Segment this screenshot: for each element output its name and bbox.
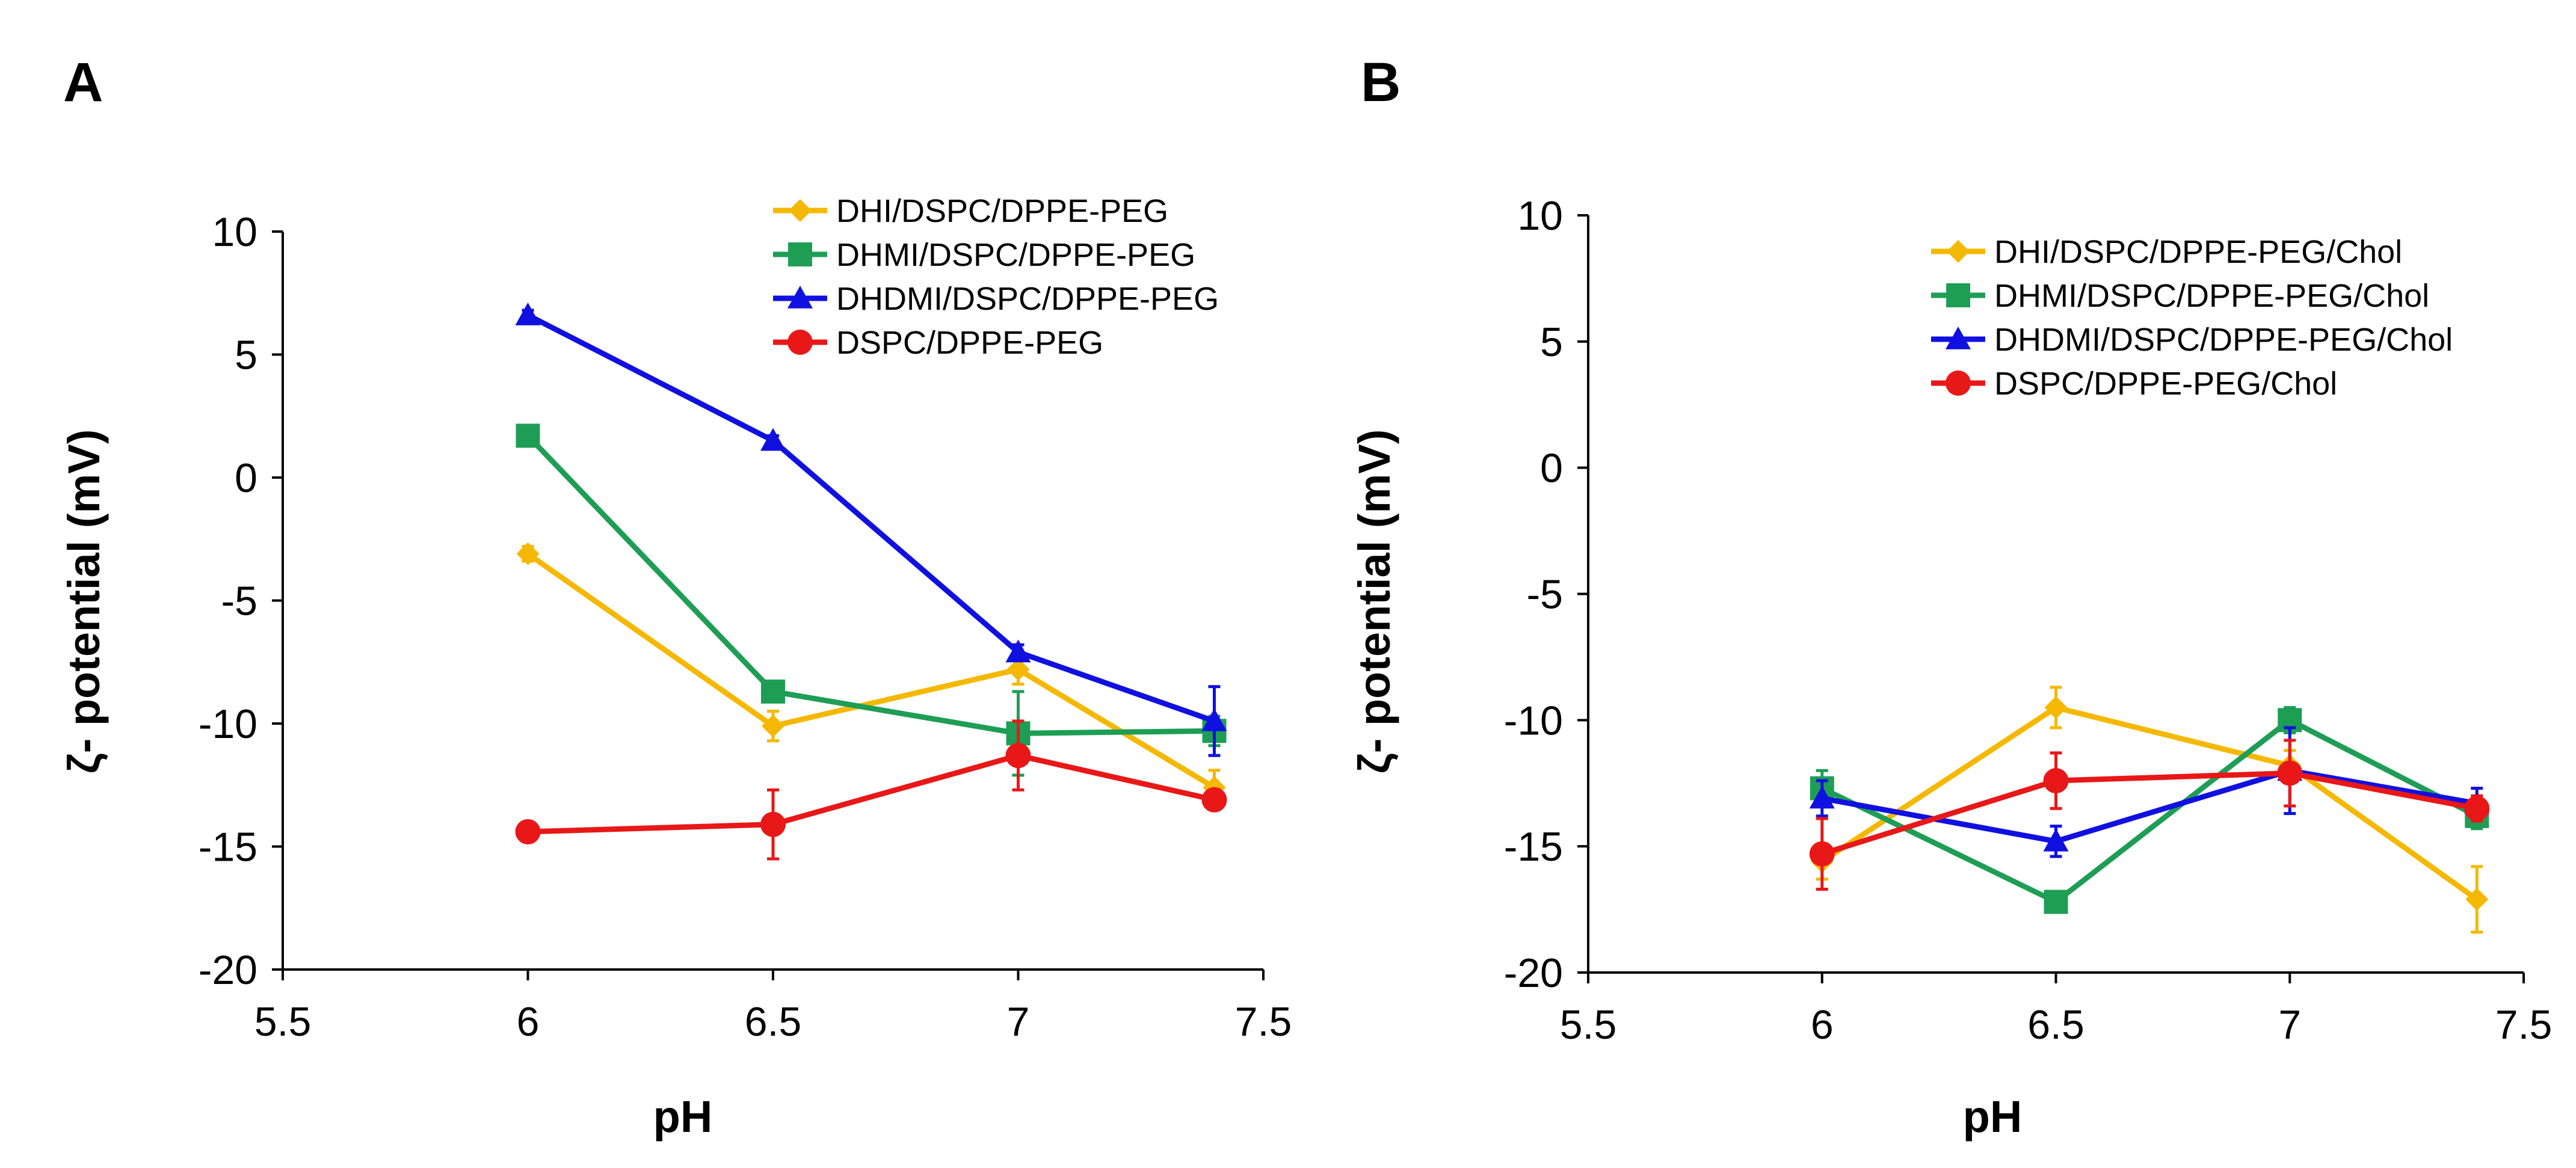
panel-a-legend-label: DHI/DSPC/DPPE-PEG bbox=[836, 193, 1168, 229]
panel-b-legend-entry: DSPC/DPPE-PEG/Chol bbox=[1931, 366, 2337, 402]
panel-a-series-dspc-dppe-peg bbox=[515, 719, 1227, 861]
panel-a-x-tick-label: 7.5 bbox=[1235, 999, 1292, 1045]
panel-b-legend: DHI/DSPC/DPPE-PEG/Chol DHMI/DSPC/DPPE-PEG… bbox=[1931, 234, 2453, 402]
panel-a-y-tick-label: -10 bbox=[199, 701, 257, 747]
panel-a-label: A bbox=[63, 52, 103, 113]
panel-b-plot-area bbox=[1809, 686, 2490, 934]
panel-b-legend-marker bbox=[1947, 240, 1970, 263]
panel-a-data-point bbox=[1005, 639, 1031, 663]
panel-b-data-point bbox=[2465, 888, 2489, 911]
panel-b-y-tick-label: -5 bbox=[1527, 572, 1563, 618]
panel-a-y-tick-label: 10 bbox=[212, 209, 257, 255]
panel-a-data-point bbox=[515, 303, 541, 325]
panel-b-y-tick-label: -15 bbox=[1504, 824, 1563, 870]
panel-a-x-axis-title: pH bbox=[653, 1092, 713, 1142]
panel-b-data-point bbox=[2043, 828, 2069, 852]
panel-a-legend-marker bbox=[789, 199, 812, 222]
panel-a-legend-entry: DHI/DSPC/DPPE-PEG bbox=[773, 193, 1168, 229]
panel-a-series-line bbox=[526, 552, 1216, 790]
panel-b-x-tick-label: 5.5 bbox=[1560, 1002, 1617, 1048]
panel-b-legend-label: DHMI/DSPC/DPPE-PEG/Chol bbox=[1994, 278, 2429, 314]
panel-b-y-axis-title: ζ- potential (mV) bbox=[1349, 429, 1399, 774]
panel-a-x-tick-label: 7 bbox=[1007, 999, 1030, 1045]
panel-a-legend-marker bbox=[788, 242, 812, 266]
panel-a-y-tick-label: -20 bbox=[199, 947, 257, 993]
panel-b-legend-marker bbox=[1946, 370, 1971, 396]
panel-a-x-tick-label: 5.5 bbox=[254, 999, 312, 1045]
panel-a-legend-label: DSPC/DPPE-PEG bbox=[836, 325, 1103, 361]
panel-b-series-line bbox=[1821, 770, 2478, 857]
panel-b-data-point bbox=[2043, 768, 2069, 794]
panel-a-y-tick-label: 5 bbox=[235, 333, 257, 378]
panel-b-legend-entry: DHMI/DSPC/DPPE-PEG/Chol bbox=[1931, 278, 2429, 314]
panel-b-y-tick-label: -10 bbox=[1504, 698, 1563, 743]
panel-b-legend-label: DSPC/DPPE-PEG/Chol bbox=[1994, 366, 2337, 402]
panel-b-data-point bbox=[1809, 785, 1835, 809]
panel-a-legend: DHI/DSPC/DPPE-PEG DHMI/DSPC/DPPE-PEG DHDMI… bbox=[773, 193, 1219, 361]
panel-b-legend-marker bbox=[1946, 283, 1970, 307]
panel-b-legend-label: DHDMI/DSPC/DPPE-PEG/Chol bbox=[1994, 322, 2453, 358]
panel-a-plot-area bbox=[515, 303, 1227, 861]
panel-b-x-tick-label: 7.5 bbox=[2495, 1002, 2553, 1048]
panel-b-x-tick-label: 6.5 bbox=[2027, 1002, 2085, 1048]
panel-a-y-tick-label: -15 bbox=[199, 825, 257, 870]
panel-a-ticks: 10 5 0 -5 -10 -15 -20 5.5 6 6.5 7 7.5 bbox=[199, 209, 1292, 1045]
panel-a-legend-label: DHMI/DSPC/DPPE-PEG bbox=[836, 237, 1195, 273]
panel-a-x-tick-label: 6.5 bbox=[745, 999, 802, 1045]
panel-a-legend-marker bbox=[787, 286, 813, 309]
panel-b-y-tick-label: 5 bbox=[1540, 319, 1563, 365]
panel-b-data-point bbox=[1809, 841, 1835, 867]
panel-a-data-point bbox=[515, 819, 541, 844]
panel-a-data-point bbox=[1201, 787, 1227, 813]
panel-b-y-tick-label: 0 bbox=[1540, 446, 1563, 491]
panel-b-legend-entry: DHDMI/DSPC/DPPE-PEG/Chol bbox=[1931, 322, 2453, 358]
panel-b-legend-marker bbox=[1946, 327, 1971, 349]
panel-a-data-point bbox=[760, 811, 786, 837]
panel-a-series-line bbox=[526, 434, 1215, 736]
panel-a-data-point bbox=[1006, 658, 1030, 681]
panel-a: A 10 5 0 -5 -10 -15 -20 5.5 6 6.5 7 7.5 pH ζ- poten… bbox=[59, 52, 1292, 1142]
panel-a-data-point bbox=[516, 423, 540, 448]
panel-a-data-point bbox=[1005, 743, 1031, 769]
panel-a-data-point bbox=[516, 542, 540, 565]
panel-a-data-point bbox=[760, 428, 786, 451]
panel-b-x-axis-title: pH bbox=[1963, 1092, 2023, 1142]
panel-b-series-line bbox=[1820, 717, 2479, 905]
panel-a-legend-entry: DHDMI/DSPC/DPPE-PEG bbox=[773, 281, 1219, 317]
panel-b-x-tick-label: 7 bbox=[2278, 1002, 2301, 1048]
panel-b-series-line bbox=[1820, 704, 2479, 902]
panel-b-x-tick-label: 6 bbox=[1811, 1002, 1834, 1048]
panel-a-data-point bbox=[761, 679, 785, 704]
panel-a-series-line bbox=[528, 752, 1215, 835]
panel-a-series-line bbox=[526, 313, 1215, 724]
panel-b-legend-label: DHI/DSPC/DPPE-PEG/Chol bbox=[1994, 234, 2402, 270]
panel-b: B 10 5 0 -5 -10 -15 -20 5.5 6 6.5 7 7.5 pH ζ- poten… bbox=[1349, 52, 2552, 1142]
panel-a-y-axis-title: ζ- potential (mV) bbox=[59, 429, 109, 774]
panel-b-data-point bbox=[2464, 796, 2490, 822]
panel-b-y-tick-label: 10 bbox=[1517, 193, 1563, 239]
panel-a-y-tick-label: 0 bbox=[235, 455, 257, 501]
panel-b-label: B bbox=[1361, 52, 1400, 113]
panel-a-y-tick-label: -5 bbox=[221, 579, 257, 624]
panel-a-legend-entry: DHMI/DSPC/DPPE-PEG bbox=[773, 237, 1195, 273]
panel-a-legend-entry: DSPC/DPPE-PEG bbox=[773, 325, 1103, 361]
panel-b-series-dspc-dppe-peg-chol bbox=[1809, 739, 2490, 891]
panel-b-y-tick-label: -20 bbox=[1504, 950, 1563, 996]
panel-b-data-point bbox=[2044, 696, 2068, 719]
panel-a-legend-label: DHDMI/DSPC/DPPE-PEG bbox=[836, 281, 1219, 317]
panel-a-legend-marker bbox=[787, 330, 813, 355]
panel-b-data-point bbox=[2044, 890, 2068, 914]
panel-a-x-tick-label: 6 bbox=[517, 999, 540, 1045]
panel-a-data-point bbox=[1201, 708, 1227, 731]
panel-a-series-dhdmi-dspc-dppe-peg bbox=[515, 303, 1227, 757]
panel-b-data-point bbox=[2277, 760, 2303, 786]
panel-a-data-point bbox=[762, 715, 784, 738]
panel-b-ticks: 10 5 0 -5 -10 -15 -20 5.5 6 6.5 7 7.5 bbox=[1504, 193, 2553, 1048]
panel-b-legend-entry: DHI/DSPC/DPPE-PEG/Chol bbox=[1931, 234, 2402, 270]
